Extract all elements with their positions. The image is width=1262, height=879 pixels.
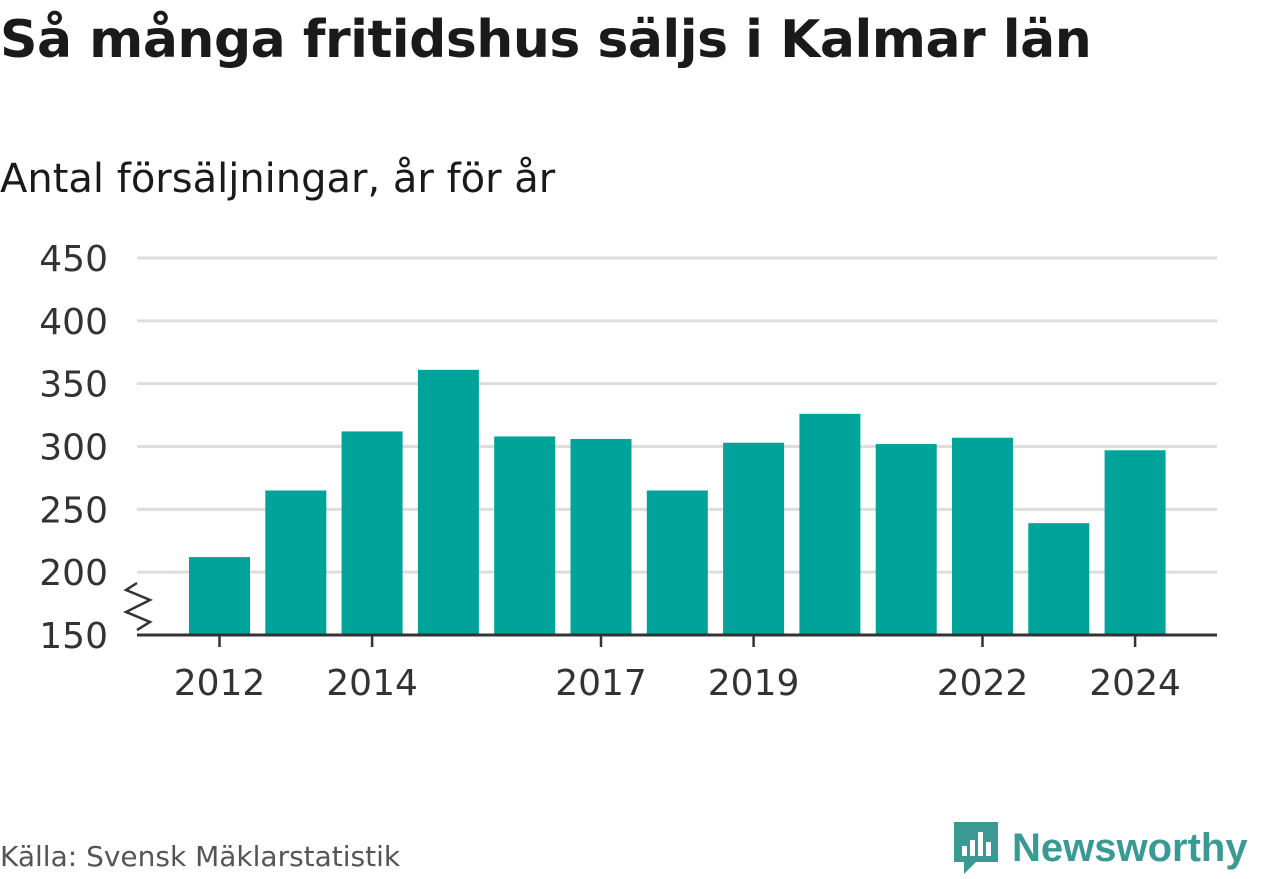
- y-tick-label: 400: [39, 302, 108, 343]
- bar-2022: [952, 437, 1013, 635]
- y-tick-label: 250: [39, 490, 108, 531]
- newsworthy-logo-icon: [954, 822, 998, 874]
- bar-2019: [723, 442, 785, 635]
- bar-2018: [646, 490, 708, 635]
- bar-2012: [189, 557, 250, 635]
- newsworthy-logo: Newsworthy: [950, 818, 1248, 878]
- chart-title: Så många fritidshus säljs i Kalmar län: [0, 10, 1092, 70]
- y-tick-label: 150: [39, 616, 108, 657]
- x-tick-label: 2019: [708, 663, 800, 704]
- y-tick-label: 450: [39, 239, 108, 280]
- x-tick-label: 2022: [937, 663, 1029, 704]
- x-tick-label: 2024: [1089, 663, 1181, 704]
- bar-2020: [799, 413, 861, 635]
- chart-subtitle: Antal försäljningar, år för år: [0, 156, 556, 202]
- y-tick-label: 350: [39, 365, 108, 406]
- source-note: Källa: Svensk Mäklarstatistik: [0, 840, 401, 873]
- y-tick-label: 200: [39, 553, 108, 594]
- bar-2016: [494, 436, 556, 635]
- y-tick-label: 300: [39, 428, 108, 469]
- bar-2013: [265, 490, 327, 635]
- bar-2014: [341, 431, 403, 635]
- bar-2015: [417, 369, 479, 635]
- axis-break-icon: [122, 581, 154, 632]
- bar-2021: [875, 443, 937, 635]
- x-tick-label: 2017: [555, 663, 647, 704]
- logo-text: Newsworthy: [1012, 825, 1248, 870]
- bar-2023: [1028, 523, 1090, 635]
- bar-2017: [570, 438, 632, 635]
- x-tick-label: 2012: [174, 663, 266, 704]
- x-tick-label: 2014: [326, 663, 418, 704]
- bar-2024: [1104, 450, 1166, 635]
